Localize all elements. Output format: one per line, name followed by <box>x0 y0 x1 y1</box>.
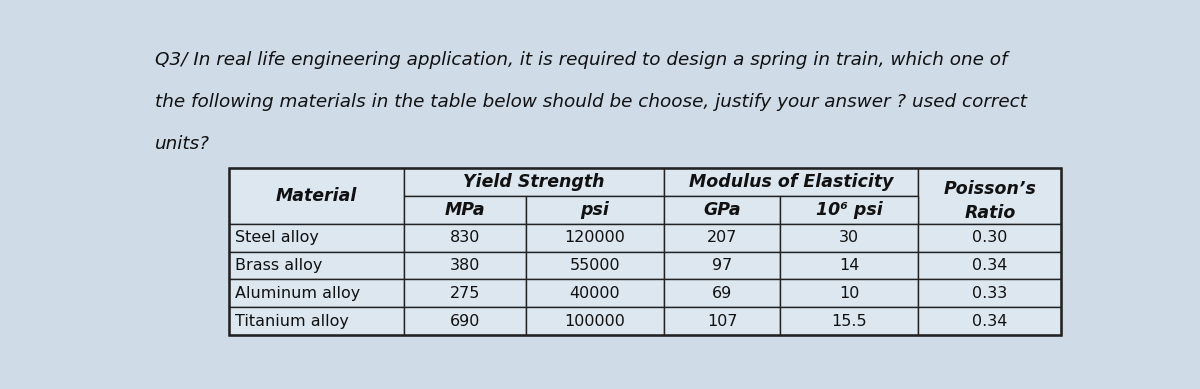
Text: 14: 14 <box>839 258 859 273</box>
Bar <box>780 196 918 224</box>
Bar <box>404 224 526 252</box>
Bar <box>780 224 918 252</box>
Bar <box>664 224 780 252</box>
Bar <box>229 224 404 252</box>
Bar <box>664 279 780 307</box>
Text: 55000: 55000 <box>570 258 620 273</box>
Text: 275: 275 <box>450 286 480 301</box>
Bar <box>780 307 918 335</box>
Bar <box>526 307 664 335</box>
Bar <box>404 279 526 307</box>
Bar <box>229 279 404 307</box>
Text: 207: 207 <box>707 230 737 245</box>
Text: 0.34: 0.34 <box>972 258 1008 273</box>
Text: Aluminum alloy: Aluminum alloy <box>235 286 360 301</box>
Text: Modulus of Elasticity: Modulus of Elasticity <box>689 173 893 191</box>
Text: Ratio: Ratio <box>964 203 1015 222</box>
Text: units?: units? <box>155 135 210 153</box>
Bar <box>526 279 664 307</box>
Bar <box>664 196 780 224</box>
Text: 10⁶ psi: 10⁶ psi <box>816 201 883 219</box>
Bar <box>918 224 1062 252</box>
Text: 0.30: 0.30 <box>972 230 1008 245</box>
Bar <box>918 279 1062 307</box>
Text: Steel alloy: Steel alloy <box>235 230 318 245</box>
Bar <box>664 307 780 335</box>
Bar <box>229 168 404 224</box>
Bar <box>229 307 404 335</box>
Bar <box>404 168 664 196</box>
Text: Brass alloy: Brass alloy <box>235 258 322 273</box>
Text: Material: Material <box>276 187 358 205</box>
Text: the following materials in the table below should be choose, justify your answer: the following materials in the table bel… <box>155 93 1027 111</box>
Text: GPa: GPa <box>703 201 740 219</box>
Bar <box>229 252 404 279</box>
Bar <box>664 168 918 196</box>
Bar <box>918 168 1062 224</box>
Text: Q3/ In real life engineering application, it is required to design a spring in t: Q3/ In real life engineering application… <box>155 51 1007 69</box>
Bar <box>780 279 918 307</box>
Bar <box>526 196 664 224</box>
Text: Poisson’s: Poisson’s <box>943 180 1037 198</box>
Text: 100000: 100000 <box>564 314 625 329</box>
Bar <box>404 252 526 279</box>
Text: 69: 69 <box>712 286 732 301</box>
Bar <box>229 168 1062 335</box>
Bar <box>526 224 664 252</box>
Text: 97: 97 <box>712 258 732 273</box>
Text: 690: 690 <box>450 314 480 329</box>
Text: 120000: 120000 <box>564 230 625 245</box>
Bar <box>404 307 526 335</box>
Text: 15.5: 15.5 <box>832 314 868 329</box>
Text: Titanium alloy: Titanium alloy <box>235 314 348 329</box>
Bar <box>918 307 1062 335</box>
Bar <box>664 252 780 279</box>
Bar <box>780 252 918 279</box>
Text: 107: 107 <box>707 314 737 329</box>
Text: 0.33: 0.33 <box>972 286 1008 301</box>
Text: 830: 830 <box>450 230 480 245</box>
Text: 0.34: 0.34 <box>972 314 1008 329</box>
Text: Yield Strength: Yield Strength <box>463 173 605 191</box>
Bar <box>229 168 1062 335</box>
Bar <box>918 252 1062 279</box>
Text: psi: psi <box>581 201 610 219</box>
Bar <box>526 252 664 279</box>
Text: MPa: MPa <box>445 201 485 219</box>
Text: 40000: 40000 <box>570 286 620 301</box>
Text: 380: 380 <box>450 258 480 273</box>
Bar <box>404 196 526 224</box>
Text: 30: 30 <box>839 230 859 245</box>
Text: 10: 10 <box>839 286 859 301</box>
